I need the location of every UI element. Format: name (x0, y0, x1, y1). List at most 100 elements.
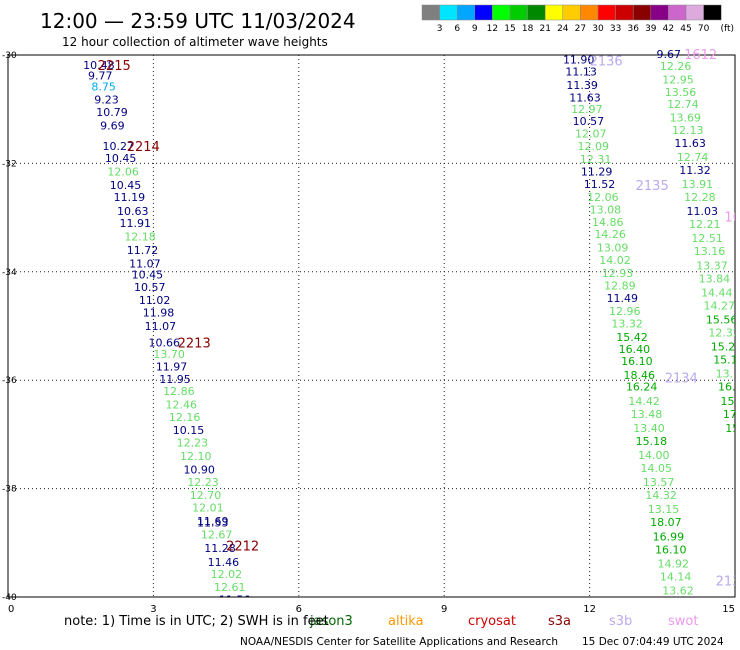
data-label: 15.42 (616, 331, 648, 344)
y-tick-label: -34 (2, 268, 17, 278)
data-label: 12.26 (660, 60, 692, 73)
data-label: 14.14 (660, 570, 692, 583)
data-label: 11.90 (563, 53, 595, 66)
pass-label: 16 (724, 211, 740, 226)
data-label: 13.08 (590, 203, 622, 216)
pass-label: 2135 (636, 179, 669, 194)
pass-label: 2214 (127, 140, 160, 155)
data-label: 11.07 (145, 320, 177, 333)
colorbar-tick-label: 9 (472, 24, 478, 34)
data-label: 11.39 (566, 79, 598, 92)
data-label: 10.15 (173, 424, 205, 437)
data-label: 14.05 (640, 462, 672, 475)
colorbar-tick-label: 12 (487, 24, 498, 34)
data-label: 11.29 (581, 166, 613, 179)
data-label: 12.01 (192, 502, 224, 515)
data-label: 13.62 (662, 584, 694, 597)
data-label: 15.18 (636, 435, 668, 448)
data-label: 12.28 (684, 191, 716, 204)
data-label: 12.21 (689, 218, 721, 231)
data-label: 8.75 (91, 80, 116, 93)
data-label: 14.26 (594, 228, 626, 241)
data-label: 16.24 (626, 381, 658, 394)
data-label: 11.56 (219, 594, 251, 607)
x-tick-label: 0 (8, 604, 14, 615)
data-label: 10.45 (132, 269, 164, 282)
colorbar-swatch (703, 4, 722, 21)
data-label: 12.06 (587, 191, 619, 204)
data-label: 11.46 (208, 556, 240, 569)
data-label: 10.57 (573, 115, 605, 128)
data-label: 14.27 (703, 299, 735, 312)
footer-timestamp: 15 Dec 07:04:49 UTC 2024 (582, 636, 724, 648)
plot-frame (7, 54, 736, 598)
data-label: 12.16 (169, 411, 201, 424)
colorbar-swatch (527, 4, 546, 21)
colorbar-tick-label: 27 (575, 24, 586, 34)
legend-entry: altika (388, 614, 424, 629)
x-tick-label: 15 (722, 604, 735, 615)
legend-entry: jason3 (309, 614, 353, 629)
data-label: 15.56 (706, 313, 738, 326)
data-label: 11.52 (584, 178, 616, 191)
data-label: 11.49 (607, 292, 639, 305)
legend: jason3 altika cryosat s3a s3b swot (309, 614, 698, 629)
colorbar-unit: (ft) (720, 24, 734, 34)
pass-label: 2212 (226, 540, 259, 555)
data-label: 13.37 (696, 259, 728, 272)
colorbar-swatch (632, 4, 652, 21)
data-label: 12.02 (211, 568, 243, 581)
data-label: 14.32 (645, 489, 677, 502)
data-label: 11.03 (687, 205, 719, 218)
data-label: 12.32 (708, 327, 740, 340)
data-label: 12.09 (577, 140, 609, 153)
data-label: 12.74 (677, 151, 709, 164)
footer-note: note: 1) Time is in UTC; 2) SWH is in fe… (64, 614, 329, 629)
data-label: 12.61 (214, 581, 246, 594)
data-label: 11.28 (204, 542, 236, 555)
data-label: 11.19 (114, 191, 146, 204)
data-label: 12.10 (180, 450, 212, 463)
colorbar-tick-label: 15 (504, 24, 515, 34)
data-label: 12.74 (667, 98, 699, 111)
data-label: 14.00 (638, 449, 670, 462)
data-label: 15.22 (711, 341, 740, 354)
data-label: 18.46 (624, 369, 656, 382)
colorbar-tick-label: 39 (645, 24, 657, 34)
data-label: 11.95 (159, 373, 191, 386)
colorbar-swatch (492, 4, 511, 21)
x-tick-label: 12 (583, 604, 596, 615)
data-label: 16.10 (655, 543, 687, 556)
x-tick-label: 3 (150, 604, 156, 615)
data-label: 9.23 (94, 93, 119, 106)
data-label: 14.44 (701, 286, 733, 299)
data-label: 9.77 (88, 70, 113, 83)
data-label: 11.91 (119, 217, 150, 230)
data-label: 16. (718, 381, 736, 394)
data-label: 16.10 (621, 355, 653, 368)
chart-title: 12:00 — 23:59 UTC 11/03/2024 (40, 9, 356, 33)
data-label: 12.89 (604, 279, 636, 292)
data-label: 10.45 (105, 152, 137, 165)
data-label: 13.16 (694, 245, 726, 258)
colorbar-tick-label: 21 (539, 24, 550, 34)
colorbar-swatch (562, 4, 581, 21)
data-label: 13.57 (643, 476, 675, 489)
data-label: 12.06 (107, 166, 138, 179)
legend-entry: s3a (548, 614, 571, 629)
data-label: 12.46 (166, 399, 198, 412)
data-label: 14.02 (599, 254, 631, 267)
colorbar: 3 6 9 12 15 18 21 24 27 30 33 36 39 42 45 70 (ft) (421, 4, 734, 34)
data-label: 13.48 (631, 408, 663, 421)
data-label: 11.63 (674, 137, 706, 150)
data-label: 13.56 (665, 86, 697, 99)
colorbar-swatch (474, 4, 493, 21)
colorbar-tick-label: 6 (454, 24, 460, 34)
x-tick-label: 6 (296, 604, 302, 615)
data-label: 11.72 (127, 244, 159, 257)
data-points: 10.489.778.759.2310.799.6910.2710.4512.0… (83, 48, 740, 607)
x-tick-label: 9 (441, 604, 447, 615)
data-label: 16.40 (619, 343, 651, 356)
legend-entry: cryosat (468, 614, 516, 629)
